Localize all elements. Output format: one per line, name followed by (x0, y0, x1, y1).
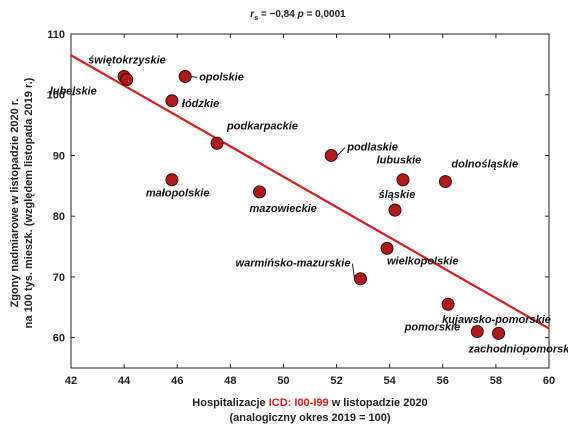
plot-area: 42 44 46 48 50 52 54 56 58 60 60 70 80 90 100 110 święto… (47, 29, 568, 387)
point-pomorskie (470, 325, 484, 339)
regression-line (70, 54, 550, 330)
x-tick-label: 44 (118, 375, 131, 387)
point-label-lubelskie: lubelskie (50, 86, 97, 98)
x-tick-label: 46 (171, 375, 183, 387)
point-label-mazowieckie: mazowieckie (250, 203, 317, 215)
chart-statistic: rs = −0,84 p = 0,0001 (250, 9, 346, 22)
point-label-opolskie: opolskie (199, 72, 244, 84)
point-wielkopolskie (380, 241, 394, 255)
stat-r-prefix: r (250, 9, 255, 20)
point-label-lubuskie: lubuskie (377, 155, 422, 167)
y-tick-label: 110 (47, 29, 65, 41)
point-label-podlaskie: podlaskie (346, 141, 398, 153)
x-tick-label: 52 (330, 375, 342, 387)
y-tick-label: 60 (53, 333, 65, 345)
x-axis-label-highlight: ICD: I00-I99 (269, 397, 329, 409)
x-tick-label: 50 (277, 375, 289, 387)
point-zachodniopomorskie (492, 326, 506, 340)
point-lodzkie (165, 94, 179, 108)
point-label-malopolskie: małopolskie (146, 188, 210, 200)
x-axis-label-part-3: w listopadzie 2020 (329, 397, 428, 409)
y-tick-label: 100 (47, 90, 65, 102)
point-label-podkarpackie: podkarpackie (226, 120, 298, 132)
point-label-wielkopolskie: wielkopolskie (387, 255, 459, 267)
point-podlaskie (324, 148, 338, 162)
x-axis-label: Hospitalizacje ICD: I00-I99 w listopadzi… (192, 397, 427, 409)
x-tick-label: 54 (384, 375, 397, 387)
stat-p-value: = 0,0001 (304, 9, 346, 20)
stat-r-value: = −0,84 (258, 9, 297, 20)
y-axis-label-line-2: na 100 tys. mieszk. (względem listopada … (23, 77, 35, 328)
plot-frame (70, 33, 550, 369)
point-label-zachodniopomorskie: zachodniopomorskie (468, 343, 568, 355)
point-slaskie (388, 203, 402, 217)
point-kujawsko-pomorskie (441, 297, 455, 311)
point-malopolskie (165, 173, 179, 187)
point-dolnoslaskie (438, 175, 452, 189)
label-leader-warminsko-mazurskie (351, 263, 355, 279)
point-opolskie (178, 70, 192, 84)
y-tick-label: 80 (53, 211, 65, 223)
point-podkarpackie (210, 136, 224, 150)
stat-p-prefix: p (297, 9, 304, 20)
y-axis-label-line-1: Zgony nadmiarowe w listopadzie 2020 r. (9, 98, 21, 307)
point-warminsko-mazurskie (353, 272, 367, 286)
label-leader-opolskie (191, 76, 198, 79)
x-tick-label: 42 (65, 375, 77, 387)
point-lubuskie (396, 173, 410, 187)
point-label-dolnoslaskie: dolnośląskie (451, 159, 518, 171)
x-tick-label: 56 (437, 375, 449, 387)
point-label-lodzkie: łódzkie (182, 98, 219, 110)
point-label-swietokrzyskie: świętokrzyskie (88, 55, 166, 67)
x-axis-label-part-1: Hospitalizacje (192, 397, 268, 409)
x-tick-label: 48 (224, 375, 236, 387)
label-leader-podlaskie (336, 147, 346, 156)
point-lubelskie (120, 73, 134, 87)
y-tick-label: 70 (53, 272, 65, 284)
point-label-slaskie: śląskie (379, 189, 416, 201)
point-label-kujawsko-pomorskie: kujawsko-pomorskie (442, 314, 551, 326)
x-tick-label: 60 (543, 375, 555, 387)
point-mazowieckie (253, 185, 267, 199)
x-tick-label: 58 (490, 375, 502, 387)
point-label-pomorskie: pomorskie (404, 322, 461, 334)
x-axis-label-line-2: (analogiczny okres 2019 = 100) (229, 412, 390, 424)
y-tick-label: 90 (53, 150, 65, 162)
point-label-warminsko-mazurskie: warmińsko-mazurskie (236, 258, 351, 270)
stat-r-sub: s (254, 15, 258, 22)
